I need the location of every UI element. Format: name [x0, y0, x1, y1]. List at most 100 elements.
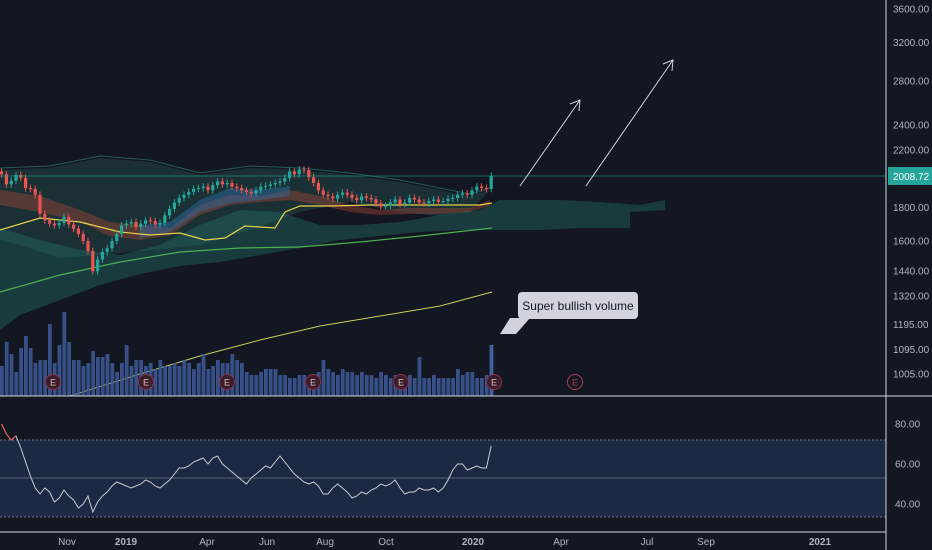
volume-bar: [206, 369, 211, 396]
volume-bar: [340, 369, 345, 396]
volume-bar: [422, 378, 427, 396]
candle: [254, 190, 258, 194]
time-tick-label: Aug: [316, 537, 334, 548]
earnings-marker[interactable]: [393, 374, 409, 390]
earnings-marker[interactable]: [567, 374, 583, 390]
candle: [393, 199, 397, 203]
candle: [0, 171, 4, 175]
price-axis: 3600.00 3200.00 2800.00 2400.00 2200.00 1800.…: [885, 0, 932, 550]
time-tick-label: Oct: [378, 537, 394, 548]
volume-bar: [302, 375, 307, 396]
candle: [168, 208, 172, 216]
volume-bar: [489, 345, 494, 396]
volume-bar: [105, 354, 110, 396]
candle: [124, 223, 128, 226]
volume-bar: [134, 360, 139, 396]
candle: [417, 199, 421, 203]
volume-bar: [86, 363, 91, 396]
price-tick-label: 1440.00: [893, 267, 930, 278]
volume-bar: [48, 324, 52, 396]
candle: [427, 200, 431, 204]
candle: [86, 240, 90, 251]
candles: [0, 165, 493, 275]
price-tick-label: 2200.00: [893, 145, 930, 156]
candle: [163, 215, 167, 223]
candle: [480, 186, 484, 189]
volume-bar: [446, 378, 451, 396]
earnings-marker[interactable]: [45, 374, 61, 390]
volume-bar: [115, 372, 119, 396]
volume-bar: [388, 378, 393, 396]
price-tick-labels: 3600.00 3200.00 2800.00 2400.00 2200.00 1800.…: [893, 5, 930, 381]
volume-bar: [283, 375, 287, 396]
price-tick-label: 2400.00: [893, 120, 930, 131]
earnings-marker[interactable]: [486, 374, 502, 390]
candle: [441, 200, 445, 202]
candle: [403, 202, 407, 205]
volume-bar: [14, 372, 19, 396]
candle: [244, 190, 248, 192]
volume-bar: [268, 369, 273, 396]
candle: [196, 188, 200, 190]
candle: [91, 250, 95, 272]
candle: [144, 220, 148, 224]
volume-bar: [124, 345, 129, 396]
price-tick-label: 1095.00: [893, 345, 930, 356]
candle: [316, 182, 320, 191]
volume-bar: [91, 351, 95, 396]
projection-arrows: [519, 59, 674, 187]
candle: [436, 199, 440, 202]
price-tick-label: 1800.00: [893, 203, 930, 214]
volume-bar: [249, 375, 254, 396]
volume-bar: [292, 378, 297, 396]
candle: [28, 188, 32, 190]
candle: [446, 198, 450, 201]
earnings-marker[interactable]: [138, 374, 154, 390]
volume-bar: [168, 366, 172, 396]
candle: [57, 222, 61, 226]
candle: [105, 248, 109, 252]
callout-pointer: [500, 318, 530, 334]
volume-bar: [364, 375, 369, 396]
candle: [355, 197, 359, 201]
last-price-label: 2008.72: [893, 172, 930, 183]
volume-bar: [196, 363, 201, 396]
volume-bar: [9, 354, 14, 396]
volume-bar: [192, 369, 196, 396]
volume-bar: [326, 369, 331, 396]
candle: [62, 216, 66, 223]
price-tick-label: 2800.00: [893, 76, 930, 87]
candle: [43, 213, 47, 221]
volume-bar: [336, 375, 340, 396]
candle: [206, 186, 210, 191]
candle: [470, 190, 474, 195]
rsi-tick-label: 80.00: [895, 420, 920, 431]
volume-bar: [254, 375, 259, 396]
candle: [456, 194, 460, 198]
candle: [48, 220, 52, 224]
ema-ribbon-bottom: [140, 186, 290, 238]
candle: [96, 259, 100, 272]
volume-bar: [456, 369, 460, 396]
volume-bar: [19, 348, 23, 396]
volume-bar: [76, 360, 81, 396]
earnings-marker-label: E: [398, 378, 404, 388]
candle: [192, 188, 196, 192]
earnings-marker[interactable]: [305, 374, 321, 390]
ichimoku-cloud: [0, 200, 665, 330]
volume-bar: [153, 369, 158, 396]
time-tick-label: Sep: [697, 537, 715, 548]
candle: [24, 177, 28, 189]
candle: [259, 186, 263, 191]
volume-bar: [417, 357, 422, 396]
candle: [484, 188, 488, 190]
earnings-marker[interactable]: [219, 374, 235, 390]
candle: [326, 194, 330, 197]
earnings-marker-label: E: [224, 378, 230, 388]
candle: [187, 191, 191, 195]
time-tick-label: 2020: [462, 537, 485, 548]
candle: [120, 225, 124, 234]
candle: [153, 221, 157, 225]
